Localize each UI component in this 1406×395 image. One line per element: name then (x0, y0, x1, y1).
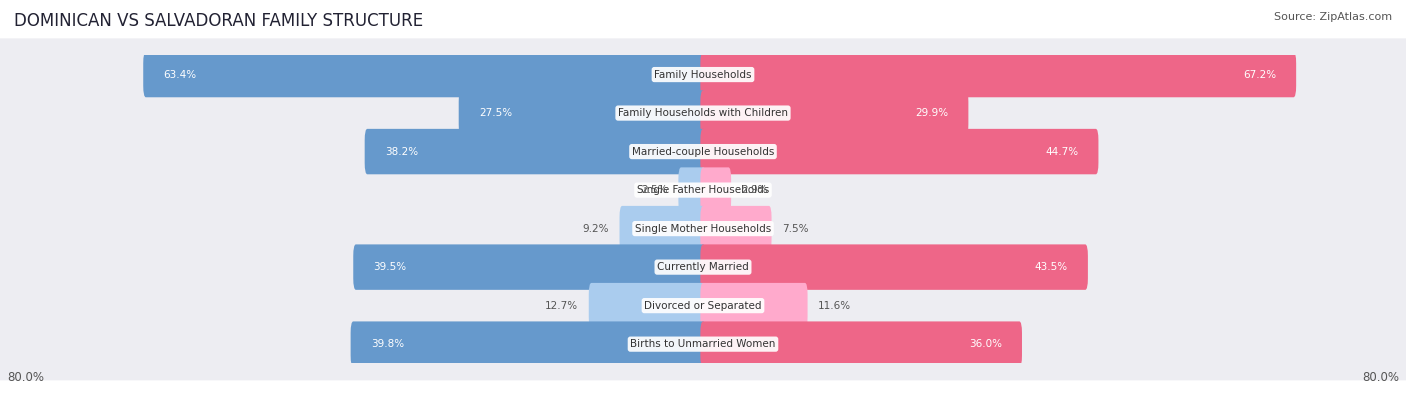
FancyBboxPatch shape (353, 245, 706, 290)
Text: 12.7%: 12.7% (546, 301, 578, 310)
Text: 80.0%: 80.0% (1362, 371, 1399, 384)
FancyBboxPatch shape (364, 129, 706, 174)
Legend: Dominican, Salvadoran: Dominican, Salvadoran (595, 394, 811, 395)
Text: Married-couple Households: Married-couple Households (631, 147, 775, 156)
Text: 2.5%: 2.5% (641, 185, 668, 195)
FancyBboxPatch shape (700, 90, 969, 136)
Text: Single Mother Households: Single Mother Households (636, 224, 770, 233)
Text: Divorced or Separated: Divorced or Separated (644, 301, 762, 310)
Text: Births to Unmarried Women: Births to Unmarried Women (630, 339, 776, 349)
FancyBboxPatch shape (0, 192, 1406, 265)
Text: 7.5%: 7.5% (782, 224, 808, 233)
FancyBboxPatch shape (350, 322, 706, 367)
FancyBboxPatch shape (458, 90, 706, 136)
FancyBboxPatch shape (700, 322, 1022, 367)
FancyBboxPatch shape (0, 154, 1406, 226)
Text: Family Households: Family Households (654, 70, 752, 79)
Text: DOMINICAN VS SALVADORAN FAMILY STRUCTURE: DOMINICAN VS SALVADORAN FAMILY STRUCTURE (14, 12, 423, 30)
FancyBboxPatch shape (0, 308, 1406, 380)
FancyBboxPatch shape (700, 129, 1098, 174)
Text: Currently Married: Currently Married (657, 262, 749, 272)
FancyBboxPatch shape (589, 283, 706, 328)
Text: 2.9%: 2.9% (742, 185, 768, 195)
Text: 11.6%: 11.6% (818, 301, 851, 310)
Text: 39.8%: 39.8% (371, 339, 404, 349)
Text: 67.2%: 67.2% (1243, 70, 1277, 79)
Text: 29.9%: 29.9% (915, 108, 948, 118)
Text: 38.2%: 38.2% (385, 147, 418, 156)
Text: 80.0%: 80.0% (7, 371, 44, 384)
FancyBboxPatch shape (0, 231, 1406, 303)
FancyBboxPatch shape (700, 283, 807, 328)
Text: 63.4%: 63.4% (163, 70, 197, 79)
FancyBboxPatch shape (0, 115, 1406, 188)
FancyBboxPatch shape (0, 77, 1406, 149)
FancyBboxPatch shape (700, 52, 1296, 97)
Text: 36.0%: 36.0% (969, 339, 1001, 349)
Text: 9.2%: 9.2% (582, 224, 609, 233)
FancyBboxPatch shape (700, 167, 731, 213)
FancyBboxPatch shape (0, 269, 1406, 342)
FancyBboxPatch shape (143, 52, 706, 97)
Text: 43.5%: 43.5% (1035, 262, 1067, 272)
FancyBboxPatch shape (700, 245, 1088, 290)
Text: 44.7%: 44.7% (1045, 147, 1078, 156)
FancyBboxPatch shape (700, 206, 772, 251)
Text: Single Father Households: Single Father Households (637, 185, 769, 195)
Text: 39.5%: 39.5% (374, 262, 406, 272)
Text: Family Households with Children: Family Households with Children (619, 108, 787, 118)
Text: Source: ZipAtlas.com: Source: ZipAtlas.com (1274, 12, 1392, 22)
FancyBboxPatch shape (0, 38, 1406, 111)
FancyBboxPatch shape (678, 167, 706, 213)
Text: 27.5%: 27.5% (479, 108, 512, 118)
FancyBboxPatch shape (620, 206, 706, 251)
